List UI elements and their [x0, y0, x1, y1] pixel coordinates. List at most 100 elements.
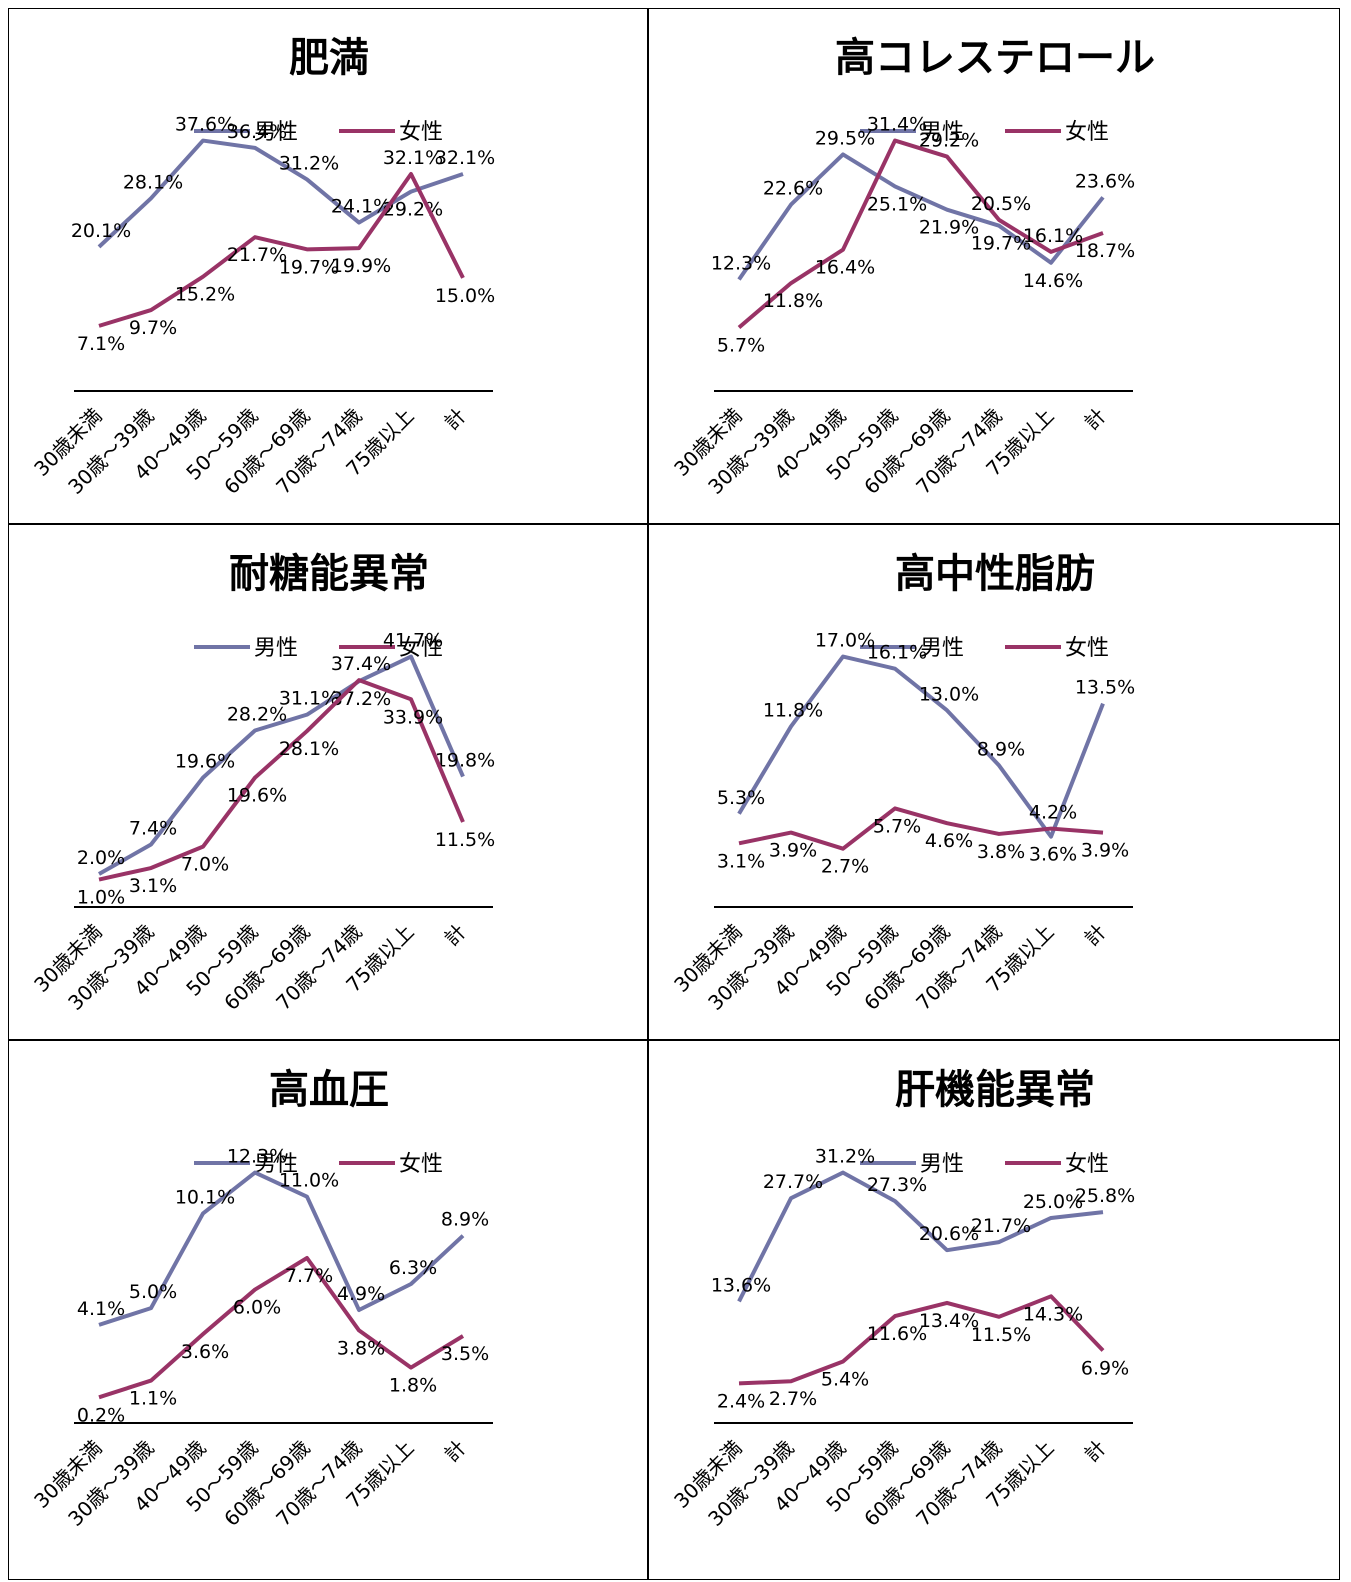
- chart-title: 高中性脂肪: [895, 551, 1095, 597]
- data-label: 16.1%: [867, 642, 927, 664]
- legend: 男性 女性: [860, 120, 1109, 145]
- chart-title: 耐糖能異常: [229, 551, 429, 597]
- data-label: 5.4%: [821, 1368, 869, 1390]
- legend: 男性 女性: [194, 120, 443, 145]
- series-line-male: [737, 1170, 1104, 1303]
- data-label: 13.0%: [919, 683, 979, 705]
- legend-label-female: 女性: [1065, 120, 1109, 145]
- x-tick-label: 計: [439, 404, 470, 435]
- data-label: 29.5%: [815, 127, 875, 149]
- data-label: 11.5%: [435, 829, 495, 851]
- series-line-male: [97, 138, 464, 249]
- x-tick-label: 計: [1079, 1436, 1110, 1467]
- data-label: 3.6%: [1029, 844, 1077, 866]
- chart-panel: 高血圧 男性 女性 30歳未満 30歳～39歳 40～49歳 50～59歳 60歳～69歳 70…: [8, 1040, 648, 1580]
- data-label: 7.4%: [129, 817, 177, 839]
- legend: 男性 女性: [860, 636, 1109, 661]
- series-line-female: [738, 1294, 1105, 1386]
- chart-panel: 高中性脂肪 男性 女性 30歳未満 30歳～39歳 40～49歳 50～59歳 60歳～69歳…: [648, 524, 1340, 1040]
- x-tick-label: 計: [439, 920, 470, 951]
- data-label: 20.6%: [919, 1223, 979, 1245]
- data-label: 1.0%: [77, 887, 125, 909]
- chart-title: 肝機能異常: [895, 1067, 1095, 1113]
- data-label: 15.2%: [175, 284, 235, 306]
- data-label: 8.9%: [441, 1209, 489, 1231]
- data-label: 12.3%: [227, 1146, 287, 1168]
- data-label: 5.7%: [717, 335, 765, 357]
- legend: 男性 女性: [194, 636, 443, 661]
- data-label: 4.2%: [1029, 802, 1077, 824]
- series-line-male: [98, 654, 465, 876]
- data-label: 6.3%: [389, 1257, 437, 1279]
- legend-label-male: 男性: [254, 636, 298, 661]
- data-label: 21.9%: [919, 217, 979, 239]
- data-label: 5.0%: [129, 1281, 177, 1303]
- data-label: 27.3%: [867, 1174, 927, 1196]
- legend-label-female: 女性: [1065, 1152, 1109, 1177]
- data-label: 31.4%: [867, 114, 927, 136]
- data-label: 5.7%: [873, 815, 921, 837]
- data-label: 0.2%: [77, 1404, 125, 1426]
- data-label: 31.2%: [815, 1146, 875, 1168]
- data-label: 3.1%: [717, 850, 765, 872]
- data-label: 1.1%: [129, 1388, 177, 1410]
- data-label: 10.1%: [175, 1186, 235, 1208]
- data-label: 21.7%: [227, 244, 287, 266]
- data-label: 29.2%: [919, 130, 979, 152]
- data-label: 11.5%: [971, 1324, 1031, 1346]
- data-label: 36.4%: [227, 121, 287, 143]
- legend: 男性 女性: [860, 1152, 1109, 1177]
- data-label: 3.6%: [181, 1341, 229, 1363]
- legend-label-male: 男性: [920, 1152, 964, 1177]
- data-label: 14.6%: [1023, 270, 1083, 292]
- data-label: 3.1%: [129, 875, 177, 897]
- data-label: 23.6%: [1075, 170, 1135, 192]
- data-label: 25.8%: [1075, 1185, 1135, 1207]
- data-label: 25.1%: [867, 193, 927, 215]
- legend-label-male: 男性: [254, 1152, 298, 1177]
- series-line-female: [98, 1255, 465, 1400]
- data-label: 3.9%: [1081, 840, 1129, 862]
- legend-label-female: 女性: [399, 1152, 443, 1177]
- data-label: 19.7%: [279, 256, 339, 278]
- data-label: 11.0%: [279, 1170, 339, 1192]
- data-label: 8.9%: [977, 738, 1025, 760]
- legend-label-male: 男性: [254, 120, 298, 145]
- data-label: 11.8%: [763, 699, 823, 721]
- data-label: 33.9%: [383, 706, 443, 728]
- series-line-female: [738, 806, 1104, 851]
- chart-panel: 肝機能異常 男性 女性 30歳未満 30歳～39歳 40～49歳 50～59歳 60歳～69歳…: [648, 1040, 1340, 1580]
- data-label: 22.6%: [763, 178, 823, 200]
- data-label: 37.6%: [175, 114, 235, 136]
- data-label: 2.7%: [821, 856, 869, 878]
- data-label: 9.7%: [129, 317, 177, 339]
- data-label: 15.0%: [435, 285, 495, 307]
- data-label: 16.4%: [815, 257, 875, 279]
- data-label: 12.3%: [711, 253, 771, 275]
- data-label: 27.7%: [763, 1171, 823, 1193]
- data-label: 28.1%: [279, 738, 339, 760]
- data-label: 3.5%: [441, 1343, 489, 1365]
- data-label: 13.4%: [919, 1310, 979, 1332]
- data-label: 19.8%: [435, 750, 495, 772]
- data-label: 3.8%: [337, 1337, 385, 1359]
- data-label: 2.0%: [77, 847, 125, 869]
- data-label: 6.9%: [1081, 1357, 1129, 1379]
- legend-label-male: 男性: [920, 636, 964, 661]
- data-label: 16.1%: [1023, 225, 1083, 247]
- data-label: 32.1%: [435, 147, 495, 169]
- series-line-female: [98, 171, 465, 328]
- chart-panel: 高コレステロール 男性 女性 30歳未満 30歳～39歳 40～49歳 50～59歳 60歳～…: [648, 8, 1340, 524]
- chart-panel: 耐糖能異常 男性 女性 30歳未満 30歳～39歳 40～49歳 50～59歳 60歳～69歳…: [8, 524, 648, 1040]
- x-tick-label: 計: [439, 1436, 470, 1467]
- data-label: 31.2%: [279, 152, 339, 174]
- data-label: 2.7%: [769, 1388, 817, 1410]
- x-tick-label: 計: [1079, 404, 1110, 435]
- data-label: 6.0%: [233, 1297, 281, 1319]
